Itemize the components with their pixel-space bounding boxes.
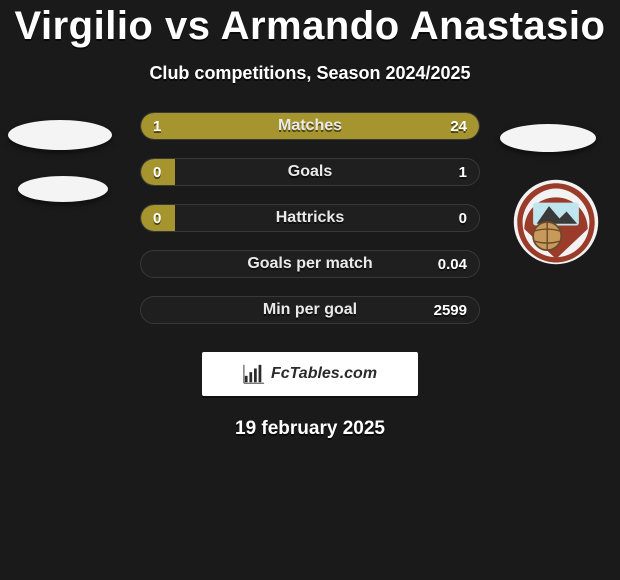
- stat-row: 1 Matches 24: [140, 112, 480, 140]
- stat-value-right: 0.04: [438, 256, 467, 273]
- stat-label: Hattricks: [276, 209, 344, 227]
- stat-row: Min per goal 2599: [140, 296, 480, 324]
- brand-text: FcTables.com: [271, 365, 377, 383]
- stat-value-left: 0: [153, 210, 161, 227]
- player-right-avatar-placeholder: [500, 124, 596, 152]
- club-crest-icon: [512, 178, 600, 266]
- avatar-placeholder: [8, 120, 112, 150]
- stat-value-right: 24: [450, 118, 467, 135]
- stat-label: Min per goal: [263, 301, 357, 319]
- brand-badge[interactable]: FcTables.com: [202, 352, 418, 396]
- stat-label: Matches: [278, 117, 342, 135]
- stat-label: Goals per match: [247, 255, 372, 273]
- stat-value-left: 1: [153, 118, 161, 135]
- player-left-avatar: [8, 120, 118, 228]
- stat-row: 0 Goals 1: [140, 158, 480, 186]
- avatar-placeholder: [18, 176, 108, 202]
- stat-row: Goals per match 0.04: [140, 250, 480, 278]
- stat-value-right: 0: [459, 210, 467, 227]
- stat-value-right: 2599: [434, 302, 467, 319]
- page-title: Virgilio vs Armando Anastasio: [0, 0, 620, 49]
- stat-label: Goals: [288, 163, 332, 181]
- footer-date: 19 february 2025: [0, 418, 620, 440]
- bar-chart-icon: [243, 363, 265, 385]
- stat-row: 0 Hattricks 0: [140, 204, 480, 232]
- page-subtitle: Club competitions, Season 2024/2025: [0, 63, 620, 84]
- stat-value-left: 0: [153, 164, 161, 181]
- stat-value-right: 1: [459, 164, 467, 181]
